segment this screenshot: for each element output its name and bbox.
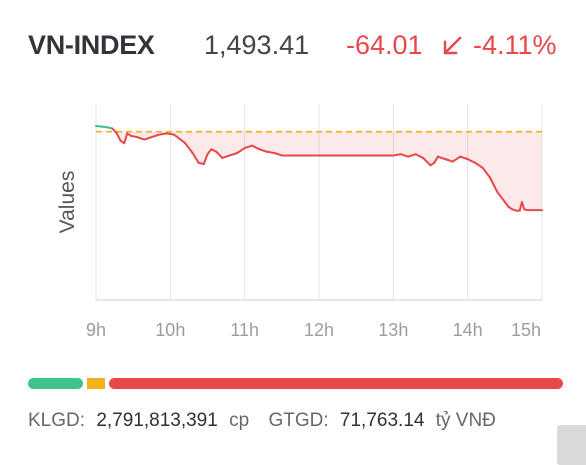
chart-grid xyxy=(95,104,543,301)
price-segment xyxy=(399,153,410,158)
gtgd-value: 71,763.14 xyxy=(339,410,425,431)
x-tick-label: 10h xyxy=(155,320,185,340)
x-tick-label: 14h xyxy=(453,320,483,340)
price-line xyxy=(95,125,543,212)
index-change: -64.01 xyxy=(346,30,423,60)
price-segment xyxy=(123,132,129,145)
below-reference-fill xyxy=(96,131,542,211)
price-segment xyxy=(436,155,447,161)
intraday-chart: 9h 10h 11h 12h 13h 14h 15h Values xyxy=(56,104,543,340)
index-change-percent: -4.11% xyxy=(473,30,557,60)
price-segment xyxy=(202,153,209,166)
price-segment xyxy=(215,150,224,159)
price-segment xyxy=(258,148,268,153)
price-segment xyxy=(135,136,146,141)
gtgd-unit: tỷ VNĐ xyxy=(435,410,496,431)
x-tick-label: 15h xyxy=(511,320,541,340)
klgd-unit: cp xyxy=(229,410,250,431)
price-segment xyxy=(184,142,194,154)
price-segment xyxy=(150,133,161,139)
price-segment xyxy=(115,132,122,142)
price-segment xyxy=(129,134,138,139)
price-segment xyxy=(459,155,469,161)
price-segment xyxy=(165,132,176,136)
y-axis-label: Values xyxy=(56,171,79,234)
index-value: 1,493.41 xyxy=(204,30,310,60)
price-segment xyxy=(433,155,439,164)
price-segment xyxy=(143,136,153,141)
x-axis-ticks: 9h 10h 11h 12h 13h 14h 15h xyxy=(86,320,541,340)
price-segment xyxy=(273,152,283,157)
price-segment xyxy=(407,153,417,158)
price-segment xyxy=(520,201,526,211)
price-segment xyxy=(422,156,432,167)
price-segment xyxy=(451,155,462,163)
price-segment xyxy=(158,132,168,136)
arrow-down-left-icon xyxy=(443,36,462,55)
price-segment xyxy=(444,158,454,163)
x-tick-label: 13h xyxy=(378,320,408,340)
price-segment xyxy=(414,153,425,159)
klgd-label: KLGD: xyxy=(28,410,86,431)
price-segment xyxy=(496,191,506,203)
price-segment xyxy=(173,133,187,145)
market-breadth-bar xyxy=(28,378,563,389)
gtgd-label: GTGD: xyxy=(268,410,329,431)
price-segment xyxy=(466,158,477,164)
decliners-segment xyxy=(109,378,563,389)
index-header: VN-INDEX 1,493.41 -64.01 -4.11% xyxy=(28,28,576,68)
price-segment xyxy=(191,152,200,164)
price-segment xyxy=(481,166,491,179)
scroll-corner-handle[interactable] xyxy=(557,425,586,465)
index-name: VN-INDEX xyxy=(28,30,155,60)
price-segment xyxy=(236,147,246,154)
price-segment xyxy=(503,201,510,208)
price-segment xyxy=(265,150,276,154)
klgd-value: 2,791,813,391 xyxy=(96,410,218,431)
advancers-segment xyxy=(28,378,83,389)
price-segment xyxy=(228,152,239,157)
x-tick-label: 12h xyxy=(304,320,334,340)
price-segment xyxy=(243,144,254,150)
trading-stats: KLGD: 2,791,813,391 cp GTGD: 71,763.14 t… xyxy=(28,410,502,432)
price-segment xyxy=(111,127,118,135)
price-segment xyxy=(221,154,231,159)
price-segment xyxy=(392,153,402,157)
price-segment xyxy=(474,161,484,169)
price-segment xyxy=(488,176,499,194)
price-segment xyxy=(251,144,261,151)
x-tick-label: 9h xyxy=(86,320,106,340)
x-tick-label: 11h xyxy=(230,320,259,340)
price-segment xyxy=(206,148,213,156)
unchanged-segment xyxy=(86,378,106,389)
